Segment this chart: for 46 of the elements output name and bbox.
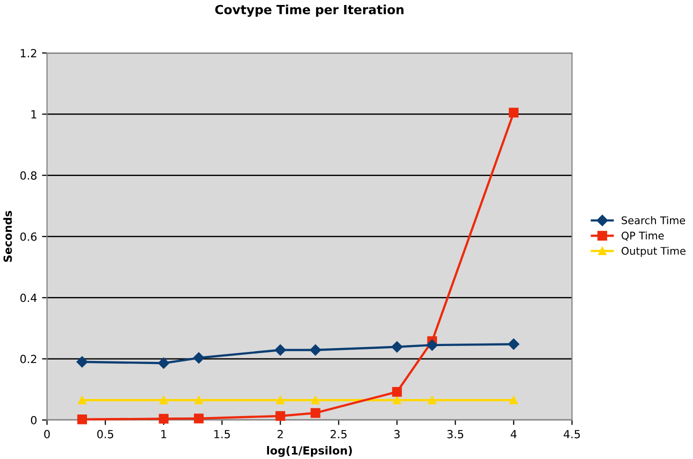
x-tick-label: 0.5 <box>97 430 114 438</box>
legend-label: Output Time <box>622 246 686 257</box>
point <box>508 108 519 118</box>
point <box>160 396 168 404</box>
y-tick-label: 0.8 <box>20 171 37 180</box>
legend-label: QP Time <box>622 231 664 241</box>
point <box>310 408 320 418</box>
x-tick-label: 3 <box>394 430 400 438</box>
point <box>391 341 403 353</box>
x-tick-label: 1 <box>161 430 166 438</box>
x-tick-label: 4 <box>510 430 517 438</box>
chart-title: Covtype Time per Iteration <box>215 4 404 17</box>
point <box>194 414 204 424</box>
y-tick-label: 0.4 <box>20 294 37 302</box>
point <box>158 414 169 424</box>
point <box>194 396 203 404</box>
point <box>76 356 88 368</box>
x-tick-label: 0 <box>44 430 50 438</box>
point <box>276 396 284 404</box>
point <box>508 338 520 350</box>
x-tick-label: 3.5 <box>447 430 464 438</box>
point <box>311 396 320 404</box>
point <box>392 387 402 397</box>
x-tick-label: 1.5 <box>214 430 230 438</box>
y-tick-label: 0.6 <box>20 232 37 241</box>
point <box>193 352 204 364</box>
point <box>510 396 518 404</box>
point <box>392 396 402 404</box>
point <box>158 358 170 369</box>
point <box>78 396 86 404</box>
point <box>310 344 322 356</box>
point <box>77 414 87 424</box>
point <box>426 339 438 351</box>
y-tick-label: 0.2 <box>20 354 36 364</box>
y-tick-label: 0 <box>30 416 37 424</box>
y-tick-label: 1.2 <box>20 48 36 58</box>
x-tick-label: 2.5 <box>330 430 347 438</box>
x-axis-title: log(1/Epsilon) <box>267 446 352 457</box>
point <box>428 396 436 404</box>
y-axis-title: Seconds <box>3 210 12 262</box>
point <box>274 344 286 356</box>
x-tick-label: 2 <box>278 430 283 438</box>
legend-label: Search Time <box>622 216 686 224</box>
x-tick-label: 4.5 <box>564 430 580 438</box>
y-tick-label: 1 <box>31 110 36 118</box>
point <box>275 411 286 421</box>
